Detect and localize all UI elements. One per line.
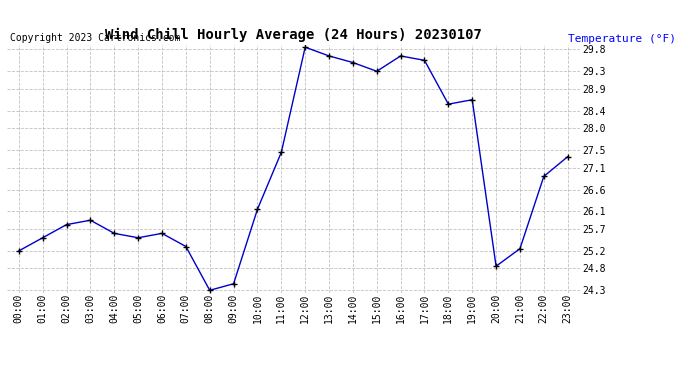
Text: Copyright 2023 Cartronics.com: Copyright 2023 Cartronics.com [10,33,180,42]
Title: Wind Chill Hourly Average (24 Hours) 20230107: Wind Chill Hourly Average (24 Hours) 202… [105,28,482,42]
Text: Temperature (°F): Temperature (°F) [568,34,676,44]
